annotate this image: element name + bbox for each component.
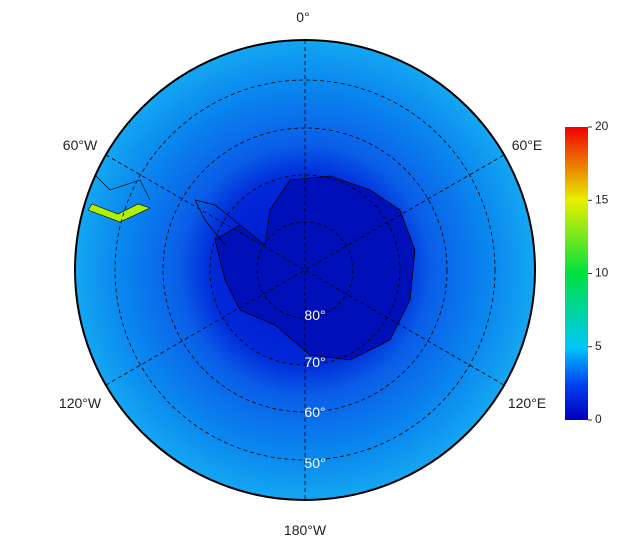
lat-label: 80° — [304, 307, 325, 323]
colorbar-tick-label: 0 — [595, 412, 602, 426]
lon-label: 0° — [296, 9, 309, 25]
colorbar-tick-label: 15 — [595, 192, 609, 206]
lon-label: 60°W — [63, 137, 98, 153]
lat-label: 50° — [304, 455, 325, 471]
lon-label: 120°W — [59, 395, 102, 411]
lat-label: 60° — [304, 404, 325, 420]
map-border — [74, 39, 536, 501]
lat-label: 70° — [304, 354, 325, 370]
colorbar-tick-label: 10 — [595, 266, 609, 280]
lon-label: 180°W — [284, 522, 327, 538]
colorbar-tick-label: 20 — [595, 119, 609, 133]
graticule — [105, 40, 505, 500]
lon-label: 120°E — [508, 395, 546, 411]
map-field — [75, 40, 535, 500]
lon-label: 60°E — [512, 137, 543, 153]
colorbar — [565, 127, 588, 420]
colorbar-tick-label: 5 — [595, 339, 602, 353]
